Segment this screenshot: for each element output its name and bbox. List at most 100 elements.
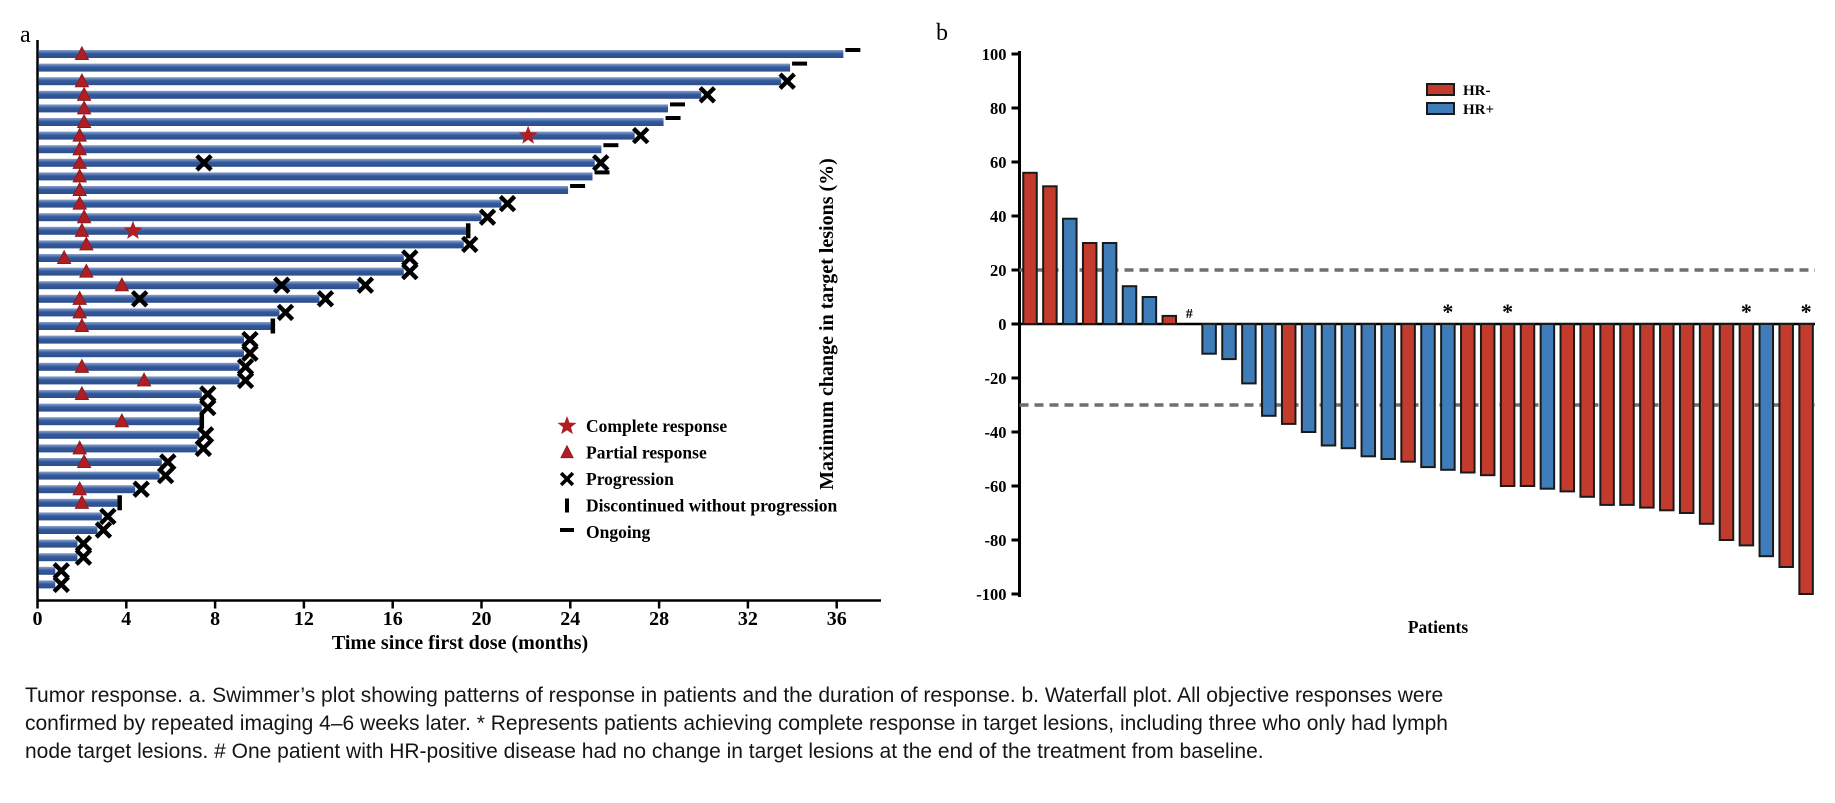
swimmer-bar <box>38 281 360 290</box>
progression-x-icon <box>132 480 150 498</box>
y-tick-label: 80 <box>990 99 1007 118</box>
waterfall-bar <box>1340 323 1357 450</box>
partial-response-triangle-icon <box>72 195 87 210</box>
waterfall-bar <box>1241 323 1257 385</box>
progression-x-icon <box>498 194 517 213</box>
x-tick-label: 4 <box>121 608 131 630</box>
partial-response-triangle-icon <box>76 453 92 469</box>
progression-x-icon <box>461 235 479 254</box>
progression-x-icon <box>74 534 93 553</box>
swimmer-bar <box>38 158 595 167</box>
swimmer-bar <box>38 444 198 453</box>
swimmer-plot: a 0 4 8 12 16 20 24 28 32 36 Time since first dose … <box>20 22 881 654</box>
swimmer-bar <box>38 553 78 562</box>
progression-x-icon <box>478 208 497 226</box>
progression-x-icon <box>130 290 149 308</box>
waterfall-bar <box>1599 323 1615 506</box>
swimmer-bar <box>38 118 664 126</box>
waterfall-bar <box>1420 323 1436 469</box>
swimmer-bar <box>38 104 668 113</box>
progression-x-icon <box>778 72 796 90</box>
waterfall-bar <box>1579 323 1595 498</box>
swimmer-bar <box>38 566 56 575</box>
progression-x-icon <box>156 466 175 485</box>
swimmer-bar <box>38 580 56 589</box>
waterfall-bar <box>1718 323 1735 541</box>
waterfall-bar <box>1300 323 1317 433</box>
swimmer-bar <box>38 308 280 317</box>
swimmer-bar <box>38 403 202 412</box>
y-tick-label: 100 <box>982 45 1007 64</box>
swimmer-bar <box>38 512 102 521</box>
swimmer-bar <box>38 349 244 358</box>
swimmer-bar <box>38 77 782 86</box>
swimmer-bar <box>38 322 271 330</box>
waterfall-bar <box>1161 314 1178 325</box>
discontinued-tick-icon <box>117 495 122 511</box>
waterfall-bar <box>1499 323 1516 487</box>
panel-b-label: b <box>936 20 948 46</box>
swimmer-bar <box>38 63 791 72</box>
partial-response-triangle-icon <box>74 45 90 61</box>
swimmer-bar <box>38 458 162 466</box>
ongoing-dash-icon <box>570 184 586 188</box>
progression-x-icon <box>559 471 575 487</box>
progression-x-icon <box>272 276 291 294</box>
swimmer-bar <box>38 199 502 208</box>
complete-response-star-icon <box>518 125 538 144</box>
swimmer-bar <box>38 90 702 99</box>
progression-x-icon <box>631 126 650 145</box>
x-tick-label: 8 <box>210 608 220 630</box>
waterfall-bar <box>1201 323 1217 355</box>
legend-item-label: Partial response <box>586 443 707 463</box>
x-tick-label: 12 <box>294 608 314 630</box>
waterfall-bar <box>1440 323 1456 471</box>
progression-x-icon <box>356 276 375 294</box>
waterfall-bar <box>1479 323 1496 477</box>
waterfall-bar <box>1798 323 1814 595</box>
progression-x-icon <box>195 154 213 172</box>
no-change-hash: # <box>1186 307 1193 322</box>
partial-response-triangle-icon <box>560 444 574 459</box>
partial-response-triangle-icon <box>74 222 90 237</box>
waterfall-bar <box>1101 242 1118 325</box>
waterfall-bar <box>1460 323 1476 474</box>
y-tick-label: -40 <box>985 423 1007 442</box>
swimmer-bar <box>38 376 240 385</box>
y-tick-label: -80 <box>985 531 1007 550</box>
discontinued-tick-icon <box>199 413 205 429</box>
legend-item-label: Complete response <box>586 416 727 436</box>
y-axis-title: Maximum change in target lesions (%) <box>816 158 838 490</box>
partial-response-triangle-icon <box>74 494 90 509</box>
waterfall-bar <box>1062 217 1078 325</box>
swimmer-bar <box>38 50 844 58</box>
x-tick-label: 28 <box>649 608 669 630</box>
progression-x-icon <box>194 439 213 458</box>
y-tick-label: -60 <box>985 477 1007 496</box>
ongoing-dash-icon <box>792 61 808 66</box>
x-tick-label: 20 <box>472 608 492 630</box>
waterfall-bar <box>1221 323 1237 361</box>
waterfall-bar <box>1141 296 1158 325</box>
y-tick-label: 20 <box>990 261 1007 280</box>
waterfall-bar <box>1360 323 1377 458</box>
partial-response-triangle-icon <box>136 372 152 387</box>
ongoing-dash-icon <box>845 48 861 52</box>
progression-x-icon <box>401 249 419 267</box>
progression-x-icon <box>196 426 215 444</box>
x-axis-title: Patients <box>1408 617 1468 637</box>
cr-asterisk: * <box>1801 299 1812 324</box>
waterfall-bar <box>1539 323 1556 490</box>
swimmer-bar <box>38 430 200 439</box>
progression-x-icon <box>74 548 93 566</box>
progression-x-icon <box>236 371 255 390</box>
x-tick-label: 24 <box>560 608 580 630</box>
partial-response-triangle-icon <box>56 249 72 265</box>
panel-a-label: a <box>20 22 31 48</box>
waterfall-bar <box>1698 323 1715 525</box>
waterfall-bar <box>1758 323 1775 558</box>
swimmer-bar <box>38 131 635 140</box>
waterfall-bar <box>1280 323 1297 425</box>
caption-line: confirmed by repeated imaging 4–6 weeks … <box>25 712 1448 735</box>
